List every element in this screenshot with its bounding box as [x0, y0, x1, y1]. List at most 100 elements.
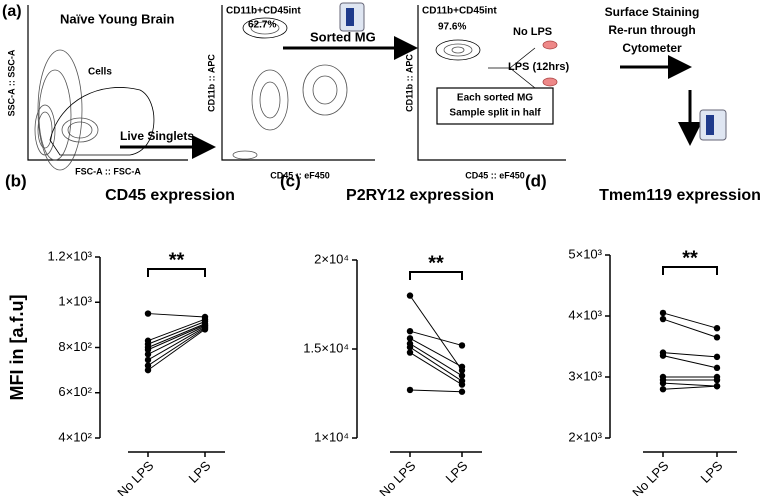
point: [713, 382, 721, 390]
point: [406, 292, 414, 299]
point: [406, 335, 414, 342]
step-line: Cytometer: [622, 41, 682, 55]
point: [713, 376, 721, 384]
pair-line: [147, 321, 206, 345]
point: [458, 372, 466, 379]
step-line: Re-run through: [608, 23, 695, 37]
y-tick-label: 1.5×10⁴: [303, 340, 349, 355]
significance: **: [428, 252, 444, 274]
gate-percent: 97.6%: [438, 22, 466, 33]
pair-line: [147, 325, 206, 355]
pair-line: [409, 346, 463, 382]
point: [458, 363, 466, 370]
chart-title: Tmem119 expression: [599, 187, 761, 204]
y-tick-label: 2×10⁴: [314, 251, 349, 266]
significance: **: [169, 249, 185, 271]
y-tick-label: 4×10²: [58, 429, 92, 444]
y-tick-label: 1.2×10³: [48, 248, 93, 263]
y-tick-label: 5×10³: [568, 246, 602, 261]
pair-line: [409, 352, 463, 386]
point: [406, 386, 414, 394]
y-axis-label: MFI in [a.f.u]: [7, 295, 27, 401]
point: [659, 315, 667, 323]
chart-title: CD45 expression: [105, 187, 235, 204]
y-tick-label: 1×10³: [58, 294, 92, 309]
chart-title: P2RY12 expression: [346, 187, 494, 204]
point: [406, 328, 414, 335]
point: [458, 381, 466, 388]
point: [144, 366, 152, 374]
pair-line: [147, 313, 206, 318]
pair-line: [662, 312, 718, 329]
x-tick-label: No LPS: [629, 458, 672, 496]
gate-label: CD11b+CD45int: [226, 6, 301, 17]
y-tick-label: 2×10³: [568, 429, 602, 444]
pair-line: [147, 326, 206, 361]
significance: **: [682, 247, 698, 269]
point: [458, 342, 466, 349]
axis-label: SSC-A :: SSC-A: [6, 49, 16, 116]
panel-a-texts: (a) Naïve Young Brain SSC-A :: SSC-A FSC…: [2, 3, 699, 180]
y-tick-label: 8×10²: [58, 339, 92, 354]
point: [713, 353, 721, 361]
panel-label: (a): [2, 3, 22, 20]
gate-percent: 62.7%: [248, 20, 276, 31]
pair-line: [409, 330, 463, 346]
pair-line: [147, 328, 206, 371]
point: [713, 364, 721, 372]
axis-label: CD45 :: eF450: [270, 170, 330, 180]
y-tick-label: 6×10²: [58, 384, 92, 399]
arrow-label: Sorted MG: [310, 29, 376, 44]
point: [201, 326, 209, 333]
flow-plot-3: [417, 5, 566, 161]
y-tick-label: 3×10³: [568, 368, 602, 383]
point: [659, 309, 667, 317]
y-tick-label: 4×10³: [568, 307, 602, 322]
plot-title: Naïve Young Brain: [60, 11, 174, 26]
panel-label: (d): [525, 171, 547, 190]
pair-line: [662, 318, 718, 338]
axis-label: CD11b :: APC: [404, 54, 414, 112]
gate-label: CD11b+CD45int: [422, 6, 497, 17]
point: [144, 356, 152, 364]
panel-label: (b): [5, 171, 27, 190]
y-tick-label: 1×10⁴: [314, 429, 349, 444]
flow-plot-1: [27, 5, 188, 171]
axis-label: CD11b :: APC: [206, 54, 216, 112]
flow-plot-2: [221, 5, 375, 161]
pair-line: [409, 389, 463, 393]
x-tick-label: LPS: [698, 458, 726, 486]
point: [144, 351, 152, 358]
point: [659, 386, 667, 393]
point: [659, 352, 667, 359]
pair-line: [409, 295, 463, 371]
significance-bracket: [409, 271, 463, 280]
pair-line: [662, 382, 718, 387]
point: [458, 388, 466, 395]
point: [713, 325, 721, 332]
step-line: Surface Staining: [605, 5, 700, 19]
point: [713, 334, 721, 341]
point: [406, 349, 414, 356]
pair-line: [147, 323, 206, 348]
point: [144, 310, 152, 317]
branch-label: No LPS: [513, 26, 552, 38]
x-tick-label: No LPS: [114, 458, 157, 496]
pair-line: [409, 343, 463, 377]
pair-line: [147, 324, 206, 351]
pair-line: [662, 385, 718, 390]
panel-label: (c): [280, 171, 301, 190]
pair-line: [662, 352, 718, 358]
axis-label: CD45 :: eF450: [465, 170, 525, 180]
note-line: Sample split in half: [449, 108, 541, 119]
x-tick-label: No LPS: [376, 458, 419, 496]
point: [144, 346, 152, 353]
significance-bracket: [147, 268, 206, 277]
point: [659, 379, 667, 387]
pair-line: [147, 318, 206, 342]
arrow-label: Live Singlets: [120, 129, 194, 143]
axis-label: FSC-A :: FSC-A: [75, 166, 141, 176]
cytometer-icons: [339, 2, 727, 141]
arrows: [120, 36, 702, 159]
point: [406, 344, 414, 351]
